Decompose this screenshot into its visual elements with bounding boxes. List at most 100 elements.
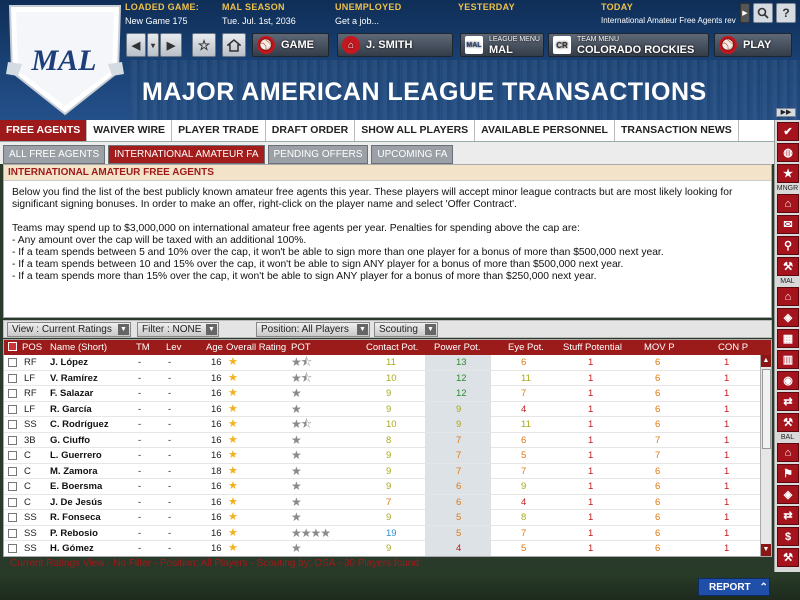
scouting-dropdown[interactable]: Scouting ▼ — [374, 322, 438, 337]
history-dropdown[interactable]: ▾ — [147, 33, 159, 57]
tab-show-all-players[interactable]: SHOW ALL PLAYERS — [355, 120, 476, 141]
forward-button[interactable]: ▶ — [160, 33, 182, 57]
row-checkbox[interactable] — [8, 358, 17, 367]
player-name[interactable]: J. López — [50, 357, 89, 368]
table-row[interactable]: SS R. Fonseca - -16 9 5 8 1 6 1 ★ ★ — [4, 510, 760, 526]
bar-chart-icon[interactable]: ▥ — [777, 350, 799, 369]
employment-info[interactable]: UNEMPLOYED Get a job... — [335, 2, 402, 26]
col-eye[interactable]: Eye Pot. — [508, 342, 544, 353]
game-menu-button[interactable]: ⚾ GAME — [252, 33, 329, 57]
transfer-arrows-icon[interactable]: ⇄ — [777, 506, 799, 525]
search-icon[interactable]: ⚲ — [777, 236, 799, 255]
player-name[interactable]: M. Zamora — [50, 465, 98, 477]
scroll-up-icon[interactable]: ▲ — [761, 355, 771, 367]
checkmark-icon[interactable]: ✔ — [777, 122, 799, 141]
home-icon[interactable]: ⌂ — [777, 443, 799, 462]
vertical-scrollbar[interactable]: ▲ ▼ — [760, 355, 771, 556]
col-mov[interactable]: MOV P — [644, 342, 675, 353]
tab-draft-order[interactable]: DRAFT ORDER — [266, 120, 356, 141]
col-stuff[interactable]: Stuff Potential — [563, 342, 622, 353]
subtab-pending-offers[interactable]: PENDING OFFERS — [267, 145, 369, 164]
view-dropdown[interactable]: View : Current Ratings ▼ — [7, 322, 131, 337]
col-age[interactable]: Age — [206, 342, 223, 353]
table-row[interactable]: C E. Boersma - -16 9 6 9 1 6 1 ★ ★ — [4, 479, 760, 495]
row-checkbox[interactable] — [8, 451, 17, 460]
table-row[interactable]: 3B G. Ciuffo - - 16 8 7 6 1 7 1 ★ ★ — [4, 432, 760, 448]
filter-dropdown[interactable]: Filter : NONE ▼ — [137, 322, 219, 337]
baseball-icon[interactable]: ◉ — [777, 371, 799, 390]
home-button[interactable] — [222, 33, 246, 57]
dollar-icon[interactable]: $ — [777, 527, 799, 546]
tab-transaction-news[interactable]: TRANSACTION NEWS — [615, 120, 739, 141]
col-con[interactable]: CON P — [718, 342, 749, 353]
table-row[interactable]: LF R. García - -16 9 9 4 1 6 1 ★ ★ — [4, 401, 760, 417]
play-button[interactable]: ⚾ PLAY — [714, 33, 792, 57]
player-name[interactable]: H. Gómez — [50, 543, 94, 554]
player-name[interactable]: E. Boersma — [50, 481, 103, 492]
row-checkbox[interactable] — [8, 513, 17, 522]
row-checkbox[interactable] — [8, 389, 17, 398]
col-name[interactable]: Name (Short) — [50, 342, 108, 353]
wrench-icon[interactable]: ⚒ — [777, 413, 799, 432]
wrench-icon[interactable]: ⚒ — [777, 548, 799, 567]
mail-icon[interactable]: ✉ — [777, 215, 799, 234]
table-row[interactable]: RF F. Salazar - -16 9 12 7 1 6 1 ★ ★ — [4, 386, 760, 402]
tab-waiver-wire[interactable]: WAIVER WIRE — [87, 120, 173, 141]
position-dropdown[interactable]: Position: All Players ▼ — [256, 322, 370, 337]
tab-free-agents[interactable]: FREE AGENTS — [0, 120, 88, 141]
expand-icon[interactable]: ▶▶ — [776, 108, 796, 117]
table-row[interactable]: C L. Guerrero - - 16 9 7 5 1 7 1 ★ ★ — [4, 448, 760, 464]
subtab-upcoming-fa[interactable]: UPCOMING FA — [371, 145, 454, 164]
player-name[interactable]: L. Guerrero — [50, 450, 102, 461]
help-icon[interactable]: ? — [776, 3, 796, 23]
col-overall[interactable]: Overall Rating — [226, 342, 287, 353]
col-pot[interactable]: POT — [291, 342, 311, 353]
scrollbar-thumb[interactable] — [762, 369, 771, 449]
player-name[interactable]: F. Salazar — [50, 388, 94, 399]
transfer-arrows-icon[interactable]: ⇄ — [777, 392, 799, 411]
player-name[interactable]: J. De Jesús — [50, 496, 103, 508]
diamond-icon[interactable]: ◈ — [777, 308, 799, 327]
col-tm[interactable]: TM — [136, 342, 150, 353]
calendar-icon[interactable]: ▦ — [777, 329, 799, 348]
select-all-checkbox[interactable] — [8, 342, 17, 351]
league-menu-button[interactable]: MAL LEAGUE MENU MAL — [460, 33, 544, 57]
manager-menu-button[interactable]: ⌂ J. SMITH — [337, 33, 453, 57]
scroll-news-icon[interactable]: ▶ — [740, 3, 750, 23]
col-pos[interactable]: POS — [22, 342, 43, 353]
globe-icon[interactable]: ◍ — [777, 143, 799, 162]
scroll-down-icon[interactable]: ▼ — [761, 544, 771, 556]
diamond-icon[interactable]: ◈ — [777, 485, 799, 504]
today-info[interactable]: TODAY International Amateur Free Agents … — [601, 2, 736, 25]
col-lev[interactable]: Lev — [166, 342, 182, 353]
subtab-international-amateur-fa[interactable]: INTERNATIONAL AMATEUR FA — [108, 145, 265, 164]
table-row[interactable]: LF V. Ramírez - -16 10 12 11 1 6 1 ★ ★⯪ — [4, 370, 760, 386]
home-icon[interactable]: ⌂ — [777, 287, 799, 306]
table-row[interactable]: SS C. Rodríguez - -16 10 9 11 1 6 1 ★ ★⯪ — [4, 417, 760, 433]
player-name[interactable]: P. Rebosio — [50, 527, 98, 539]
bookmark-button[interactable]: ☆ — [192, 33, 216, 57]
tab-player-trade[interactable]: PLAYER TRADE — [172, 120, 266, 141]
row-checkbox[interactable] — [8, 420, 17, 429]
player-name[interactable]: C. Rodríguez — [50, 419, 109, 430]
wrench-icon[interactable]: ⚒ — [777, 257, 799, 276]
roster-icon[interactable]: ⚑ — [777, 464, 799, 483]
table-row[interactable]: RF J. López - -16 11 13 6 1 6 1 ★ ★⯪ — [4, 355, 760, 371]
table-row[interactable]: SS H. Gómez - -16 9 4 5 1 6 1 ★ ★ — [4, 541, 760, 556]
col-contact[interactable]: Contact Pot. — [366, 342, 419, 353]
row-checkbox[interactable] — [8, 404, 17, 414]
player-name[interactable]: V. Ramírez — [50, 372, 98, 384]
player-name[interactable]: G. Ciuffo — [50, 434, 91, 446]
player-name[interactable]: R. Fonseca — [50, 512, 101, 523]
row-checkbox[interactable] — [8, 435, 17, 445]
star-icon[interactable]: ★ — [777, 164, 799, 183]
row-checkbox[interactable] — [8, 482, 17, 491]
back-button[interactable]: ◀ — [126, 33, 146, 57]
report-button[interactable]: REPORT ⌃ — [698, 578, 770, 596]
row-checkbox[interactable] — [8, 497, 17, 507]
player-name[interactable]: R. García — [50, 403, 92, 415]
row-checkbox[interactable] — [8, 528, 17, 538]
search-icon[interactable] — [753, 3, 773, 23]
table-row[interactable]: C M. Zamora - - 18 9 7 7 1 6 1 ★ ★ — [4, 463, 760, 479]
subtab-all-free-agents[interactable]: ALL FREE AGENTS — [3, 145, 106, 164]
